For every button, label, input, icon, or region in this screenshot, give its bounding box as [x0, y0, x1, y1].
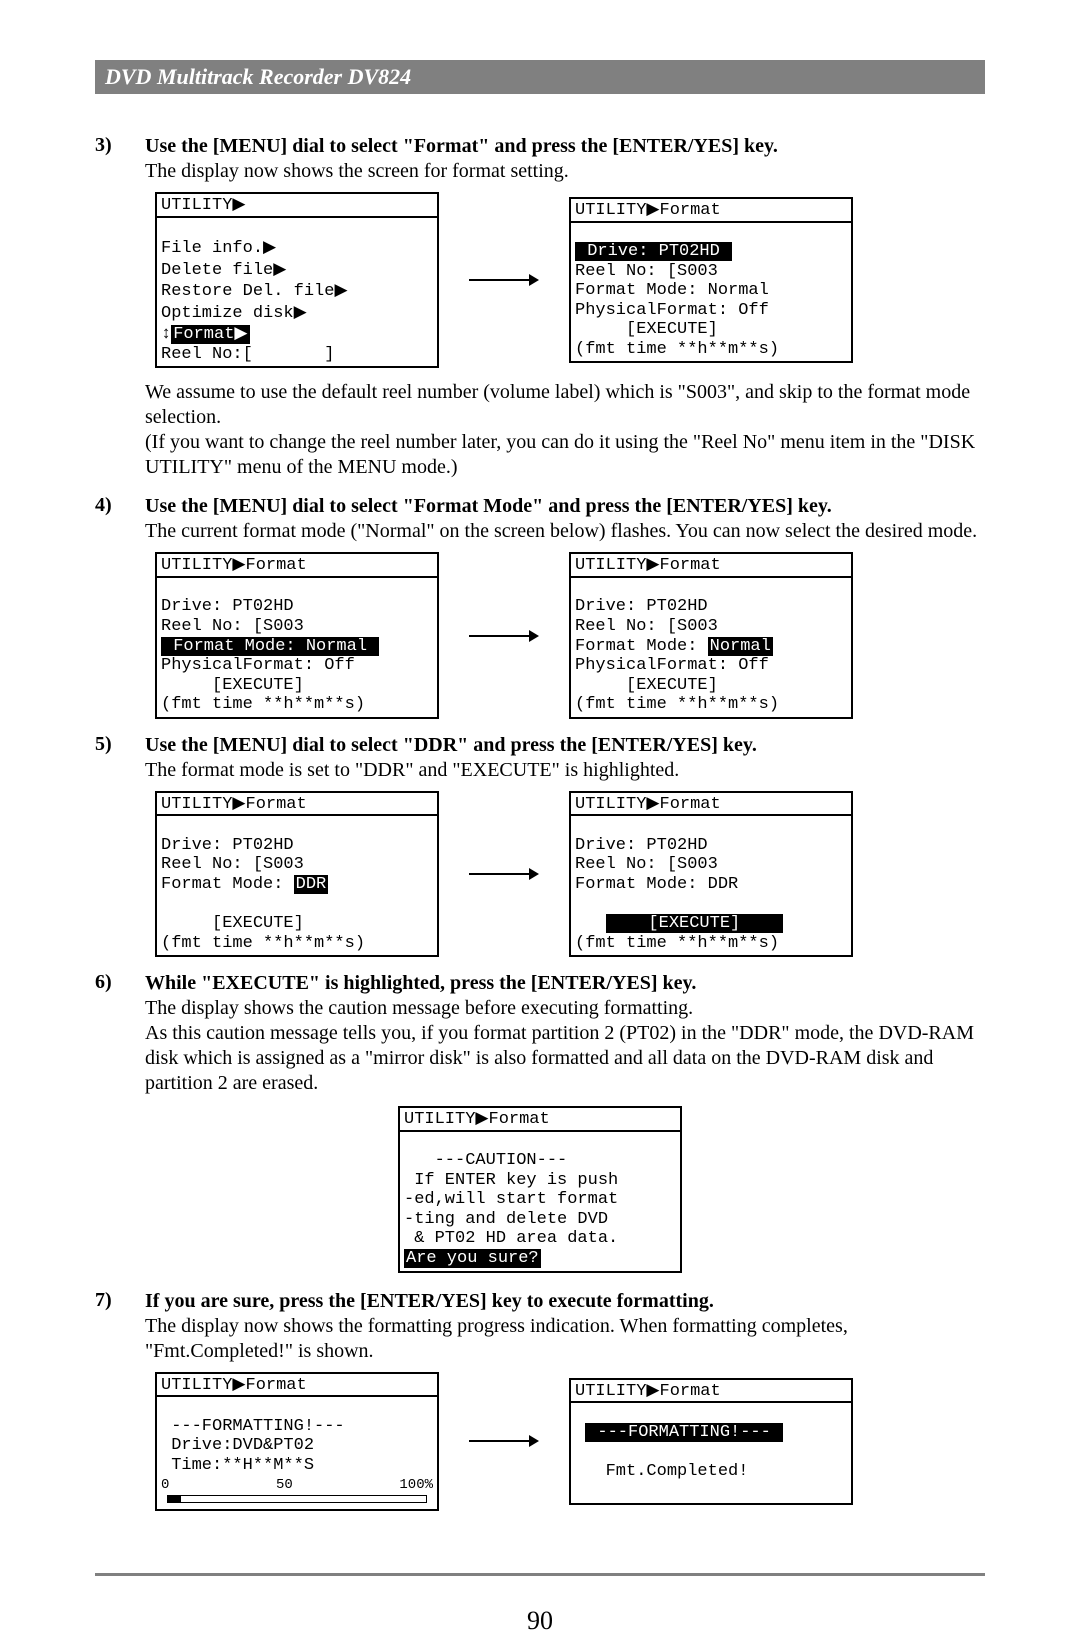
lcd-line: Restore Del. file — [161, 282, 334, 301]
lcd-line: Drive: PT02HD — [575, 597, 708, 616]
lcd-line: Format Mode: Normal — [575, 281, 769, 300]
step-4-num: 4) — [95, 494, 145, 544]
page-number: 90 — [0, 1606, 1080, 1636]
lcd-formatting-complete: UTILITY▶Format ---FORMATTING!--- Fmt.Com… — [569, 1378, 853, 1505]
lcd-line: Delete file — [161, 261, 273, 280]
arrow-icon — [469, 270, 539, 290]
step-4-text1: The current format mode ("Normal" on the… — [145, 520, 977, 542]
lcd-line: (fmt time **h**m**s) — [575, 695, 779, 714]
lcd-line-highlight: Format Mode: Normal — [161, 637, 379, 656]
lcd-line-highlight: Are you sure? — [404, 1249, 541, 1268]
lcd-line: (fmt time **h**m**s) — [575, 934, 779, 953]
step-6-text1: The display shows the caution message be… — [145, 997, 693, 1019]
lcd-line-highlight: Drive: PT02HD — [575, 242, 732, 261]
lcd-execute-highlight: UTILITY▶Format Drive: PT02HD Reel No: [S… — [569, 791, 853, 957]
lcd-line: Drive: PT02HD — [575, 836, 708, 855]
step-5-text1: The format mode is set to "DDR" and "EXE… — [145, 759, 679, 781]
lcd-line: (fmt time **h**m**s) — [575, 340, 779, 359]
lcd-title: UTILITY — [575, 201, 646, 220]
step-3-title: Use the [MENU] dial to select "Format" a… — [145, 135, 778, 157]
lcd-line-highlight: [EXECUTE] — [606, 914, 783, 933]
step-4-title: Use the [MENU] dial to select "Format Mo… — [145, 495, 832, 517]
step-6-num: 6) — [95, 971, 145, 1096]
lcd-line: Reel No: [S003 — [575, 262, 718, 281]
lcd-line: ---CAUTION--- — [404, 1151, 567, 1170]
lcd-title: UTILITY — [161, 196, 232, 215]
lcd-line: If ENTER key is push — [404, 1171, 618, 1190]
lcd-line: File info. — [161, 239, 263, 258]
arrow-icon — [469, 626, 539, 646]
step-5-screens: UTILITY▶Format Drive: PT02HD Reel No: [S… — [155, 791, 985, 957]
step-7-screens: UTILITY▶Format ---FORMATTING!--- Drive:D… — [155, 1372, 985, 1512]
step-5-num: 5) — [95, 733, 145, 783]
lcd-line-highlight: Format▶ — [171, 325, 249, 344]
lcd-line: (fmt time **h**m**s) — [161, 695, 365, 714]
lcd-line: Reel No: [S003 — [161, 855, 304, 874]
step-5: 5) Use the [MENU] dial to select "DDR" a… — [95, 733, 985, 783]
lcd-line: Reel No: [S003 — [575, 617, 718, 636]
lcd-utility-menu: UTILITY▶ File info.▶ Delete file▶ Restor… — [155, 192, 439, 368]
step-5-title: Use the [MENU] dial to select "DDR" and … — [145, 734, 757, 756]
arrow-icon — [469, 864, 539, 884]
lcd-format-mode-flash: UTILITY▶Format Drive: PT02HD Reel No: [S… — [569, 552, 853, 718]
step-3-num: 3) — [95, 134, 145, 184]
lcd-line: [EXECUTE] — [161, 676, 304, 695]
step-6-text2: As this caution message tells you, if yo… — [145, 1022, 974, 1094]
lcd-ddr-select: UTILITY▶Format Drive: PT02HD Reel No: [S… — [155, 791, 439, 957]
progress-bar — [167, 1495, 427, 1503]
lcd-line: -ed,will start format — [404, 1190, 618, 1209]
step-6-title: While "EXECUTE" is highlighted, press th… — [145, 972, 696, 994]
lcd-line: Reel No: [S003 — [575, 855, 718, 874]
progress-labels: 0 50 100% — [157, 1475, 437, 1495]
lcd-line: Format Mode: — [161, 875, 294, 894]
lcd-line-highlight: DDR — [294, 875, 329, 894]
step-7: 7) If you are sure, press the [ENTER/YES… — [95, 1289, 985, 1364]
lcd-caution: UTILITY▶Format ---CAUTION--- If ENTER ke… — [398, 1106, 682, 1272]
step-6-screen: UTILITY▶Format ---CAUTION--- If ENTER ke… — [95, 1106, 985, 1272]
step-3-text3: (If you want to change the reel number l… — [145, 431, 975, 478]
lcd-format-screen: UTILITY▶Format Drive: PT02HD Reel No: [S… — [569, 197, 853, 363]
lcd-line: [EXECUTE] — [575, 676, 718, 695]
arrow-icon — [469, 1431, 539, 1451]
lcd-line: Optimize disk — [161, 304, 294, 323]
lcd-line: Drive: PT02HD — [161, 836, 294, 855]
step-7-num: 7) — [95, 1289, 145, 1364]
lcd-line: Time:**H**M**S — [161, 1456, 314, 1475]
lcd-line: (fmt time **h**m**s) — [161, 934, 365, 953]
lcd-line-highlight: ---FORMATTING!--- — [585, 1423, 783, 1442]
lcd-line: [EXECUTE] — [161, 914, 304, 933]
lcd-line: Reel No: [S003 — [161, 617, 304, 636]
step-7-title: If you are sure, press the [ENTER/YES] k… — [145, 1290, 714, 1312]
lcd-line: PhysicalFormat: Off — [161, 656, 355, 675]
step-7-text1: The display now shows the formatting pro… — [145, 1315, 848, 1362]
step-4-screens: UTILITY▶Format Drive: PT02HD Reel No: [S… — [155, 552, 985, 718]
lcd-line-highlight: Normal — [708, 637, 773, 656]
step-3: 3) Use the [MENU] dial to select "Format… — [95, 134, 985, 184]
lcd-line: & PT02 HD area data. — [404, 1229, 618, 1248]
page-header: DVD Multitrack Recorder DV824 — [95, 60, 985, 94]
lcd-line: ---FORMATTING!--- — [161, 1417, 345, 1436]
lcd-line: PhysicalFormat: Off — [575, 301, 769, 320]
lcd-format-mode-select: UTILITY▶Format Drive: PT02HD Reel No: [S… — [155, 552, 439, 718]
step-3-text1: The display now shows the screen for for… — [145, 160, 569, 182]
step-3-screens: UTILITY▶ File info.▶ Delete file▶ Restor… — [155, 192, 985, 368]
step-3-text2: We assume to use the default reel number… — [145, 381, 970, 428]
lcd-line: Format Mode: DDR — [575, 875, 738, 894]
lcd-line: Format Mode: — [575, 637, 708, 656]
step-6: 6) While "EXECUTE" is highlighted, press… — [95, 971, 985, 1096]
lcd-formatting-progress: UTILITY▶Format ---FORMATTING!--- Drive:D… — [155, 1372, 439, 1512]
step-3b: We assume to use the default reel number… — [95, 380, 985, 480]
lcd-line: -ting and delete DVD — [404, 1210, 608, 1229]
lcd-line: PhysicalFormat: Off — [575, 656, 769, 675]
lcd-line: Drive: PT02HD — [161, 597, 294, 616]
lcd-line: [EXECUTE] — [575, 320, 718, 339]
lcd-line: Fmt.Completed! — [575, 1462, 748, 1481]
step-4: 4) Use the [MENU] dial to select "Format… — [95, 494, 985, 544]
lcd-line: Reel No:[ ] — [161, 345, 334, 364]
footer-rule — [95, 1573, 985, 1576]
lcd-line: Drive:DVD&PT02 — [161, 1436, 314, 1455]
